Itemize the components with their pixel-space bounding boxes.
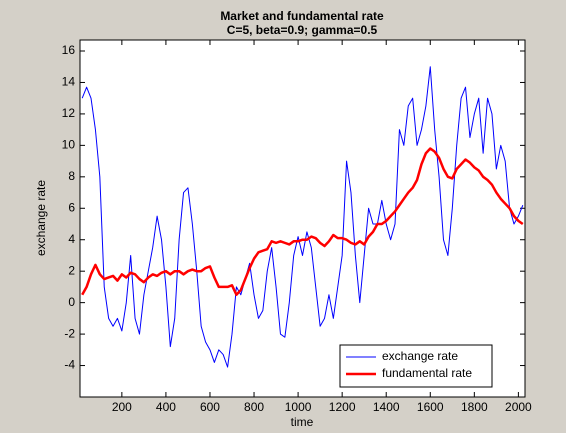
chart-subtitle: C=5, beta=0.9; gamma=0.5 (227, 23, 378, 37)
x-tick-label: 1800 (461, 400, 488, 414)
y-tick-label: -2 (64, 326, 75, 340)
x-tick-label: 1600 (417, 400, 444, 414)
series-line (81, 66, 524, 368)
y-tick-label: 12 (62, 106, 76, 120)
y-tick-label: 2 (68, 263, 75, 277)
axes-box (79, 39, 526, 398)
x-axis-label: time (291, 415, 314, 429)
y-tick-label: 8 (68, 169, 75, 183)
x-tick-label: 1000 (285, 400, 312, 414)
legend-label: fundamental rate (382, 366, 472, 380)
legend-box (339, 344, 493, 388)
chart-title: Market and fundamental rate (220, 9, 384, 23)
y-tick-label: 10 (62, 138, 76, 152)
y-tick-label: 16 (62, 43, 76, 57)
plot-area (81, 66, 524, 368)
y-axis-label: exchange rate (34, 180, 48, 256)
y-tick-label: 6 (68, 200, 75, 214)
y-tick-label: 4 (68, 232, 75, 246)
y-tick-label: -4 (64, 358, 75, 372)
x-tick-label: 2000 (505, 400, 532, 414)
axes-background (80, 40, 525, 397)
x-tick-label: 1400 (373, 400, 400, 414)
x-tick-label: 200 (112, 400, 132, 414)
x-tick-label: 800 (244, 400, 264, 414)
series-line (81, 147, 524, 297)
y-tick-label: 14 (62, 75, 76, 89)
x-tick-label: 400 (156, 400, 176, 414)
legend-label: exchange rate (382, 349, 458, 363)
x-tick-label: 600 (200, 400, 220, 414)
y-tick-label: 0 (68, 295, 75, 309)
x-tick-label: 1200 (329, 400, 356, 414)
